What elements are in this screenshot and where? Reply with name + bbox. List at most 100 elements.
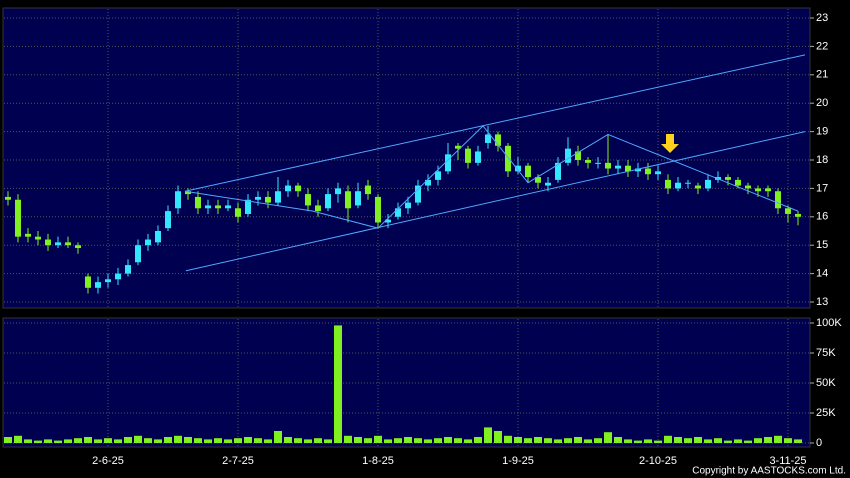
candle-body bbox=[225, 205, 231, 209]
candle-body bbox=[485, 134, 491, 143]
candle-body bbox=[25, 233, 31, 237]
y-tick-label: 16 bbox=[816, 211, 828, 223]
x-tick-label: 1-9-25 bbox=[502, 455, 534, 467]
candle-body bbox=[95, 282, 101, 288]
volume-bar bbox=[454, 438, 462, 443]
candle-body bbox=[705, 179, 711, 189]
x-tick-label: 1-8-25 bbox=[362, 455, 394, 467]
candle-body bbox=[85, 276, 91, 288]
candle-body bbox=[725, 177, 731, 180]
volume-bar bbox=[654, 440, 662, 443]
volume-bar bbox=[194, 438, 202, 443]
marks: 13 14 15 16 17 18 19 20 21 22 23 0 25K 50K 75K 100K 2-6-… bbox=[4, 9, 842, 467]
volume-bar bbox=[314, 438, 322, 443]
volume-bar bbox=[634, 440, 642, 443]
candle-body bbox=[405, 202, 411, 209]
volume-bar bbox=[324, 439, 332, 443]
x-tick-label: 2-6-25 bbox=[92, 455, 124, 467]
candle-body bbox=[465, 148, 471, 163]
volume-tick-label: 100K bbox=[816, 317, 842, 329]
volume-bar bbox=[54, 440, 62, 443]
volume-bar bbox=[124, 437, 132, 443]
candle-body bbox=[15, 199, 21, 237]
volume-bar bbox=[534, 437, 542, 443]
volume-bar bbox=[354, 437, 362, 443]
x-tick-label: 2-7-25 bbox=[222, 455, 254, 467]
volume-bar bbox=[114, 439, 122, 443]
volume-bar bbox=[784, 438, 792, 443]
candle-body bbox=[345, 191, 351, 209]
candle-body bbox=[245, 199, 251, 214]
candle-body bbox=[735, 179, 741, 186]
volume-bar bbox=[174, 435, 182, 443]
candle-body bbox=[255, 196, 261, 200]
volume-bar bbox=[554, 439, 562, 443]
candle-body bbox=[195, 196, 201, 209]
volume-bar bbox=[684, 438, 692, 443]
candle-body bbox=[415, 185, 421, 203]
candle-body bbox=[125, 265, 131, 274]
volume-bar bbox=[794, 439, 802, 443]
volume-bar bbox=[294, 438, 302, 443]
volume-bar bbox=[254, 438, 262, 443]
volume-bar bbox=[244, 437, 252, 443]
volume-bar bbox=[234, 438, 242, 443]
y-tick-label: 17 bbox=[816, 182, 828, 194]
trendline bbox=[184, 54, 806, 192]
candle-body bbox=[145, 239, 151, 246]
x-tick-label: 2-10-25 bbox=[639, 455, 677, 467]
volume-bar bbox=[394, 438, 402, 443]
y-tick-label: 23 bbox=[816, 12, 828, 24]
candle-body bbox=[175, 191, 181, 209]
candle-body bbox=[645, 168, 651, 175]
candle-body bbox=[425, 179, 431, 186]
x-tick-label: 3-11-25 bbox=[769, 455, 806, 467]
volume-bar bbox=[84, 437, 92, 443]
volume-bar bbox=[674, 437, 682, 443]
candle-body bbox=[395, 208, 401, 217]
candle-body bbox=[615, 165, 621, 169]
candle-body bbox=[305, 194, 311, 206]
volume-bar bbox=[304, 439, 312, 443]
volume-bar bbox=[544, 438, 552, 443]
candle-body bbox=[335, 188, 341, 195]
volume-bar bbox=[574, 437, 582, 443]
candle-body bbox=[135, 245, 141, 263]
volume-bar bbox=[224, 439, 232, 443]
volume-bar bbox=[444, 437, 452, 443]
candle-body bbox=[265, 196, 271, 203]
volume-bar bbox=[184, 437, 192, 443]
volume-bar bbox=[364, 438, 372, 443]
volume-bar bbox=[64, 439, 72, 443]
candle-body bbox=[155, 231, 161, 243]
y-tick-label: 15 bbox=[816, 239, 828, 251]
volume-bar bbox=[724, 440, 732, 443]
volume-bar bbox=[374, 435, 382, 443]
y-tick-label: 13 bbox=[816, 296, 828, 308]
candle-body bbox=[235, 208, 241, 217]
candle-body bbox=[605, 162, 611, 169]
volume-bar bbox=[434, 438, 442, 443]
candle-body bbox=[685, 182, 691, 184]
volume-bar bbox=[704, 439, 712, 443]
candle-body bbox=[535, 177, 541, 183]
y-tick-label: 18 bbox=[816, 154, 828, 166]
y-tick-label: 22 bbox=[816, 40, 828, 52]
candle-body bbox=[365, 185, 371, 195]
candle-body bbox=[35, 236, 41, 240]
volume-bar bbox=[214, 438, 222, 443]
volume-tick-label: 50K bbox=[816, 377, 836, 389]
volume-bar bbox=[104, 438, 112, 443]
candle-body bbox=[105, 279, 111, 283]
volume-tick-label: 75K bbox=[816, 347, 836, 359]
volume-bar bbox=[514, 437, 522, 443]
candle-body bbox=[635, 168, 641, 172]
candle-body bbox=[655, 171, 661, 175]
candle-body bbox=[745, 185, 751, 189]
volume-bar bbox=[334, 325, 342, 443]
candle-body bbox=[675, 182, 681, 189]
candle-body bbox=[595, 162, 601, 164]
volume-bar bbox=[774, 435, 782, 443]
candle-body bbox=[215, 205, 221, 209]
volume-bar bbox=[504, 435, 512, 443]
